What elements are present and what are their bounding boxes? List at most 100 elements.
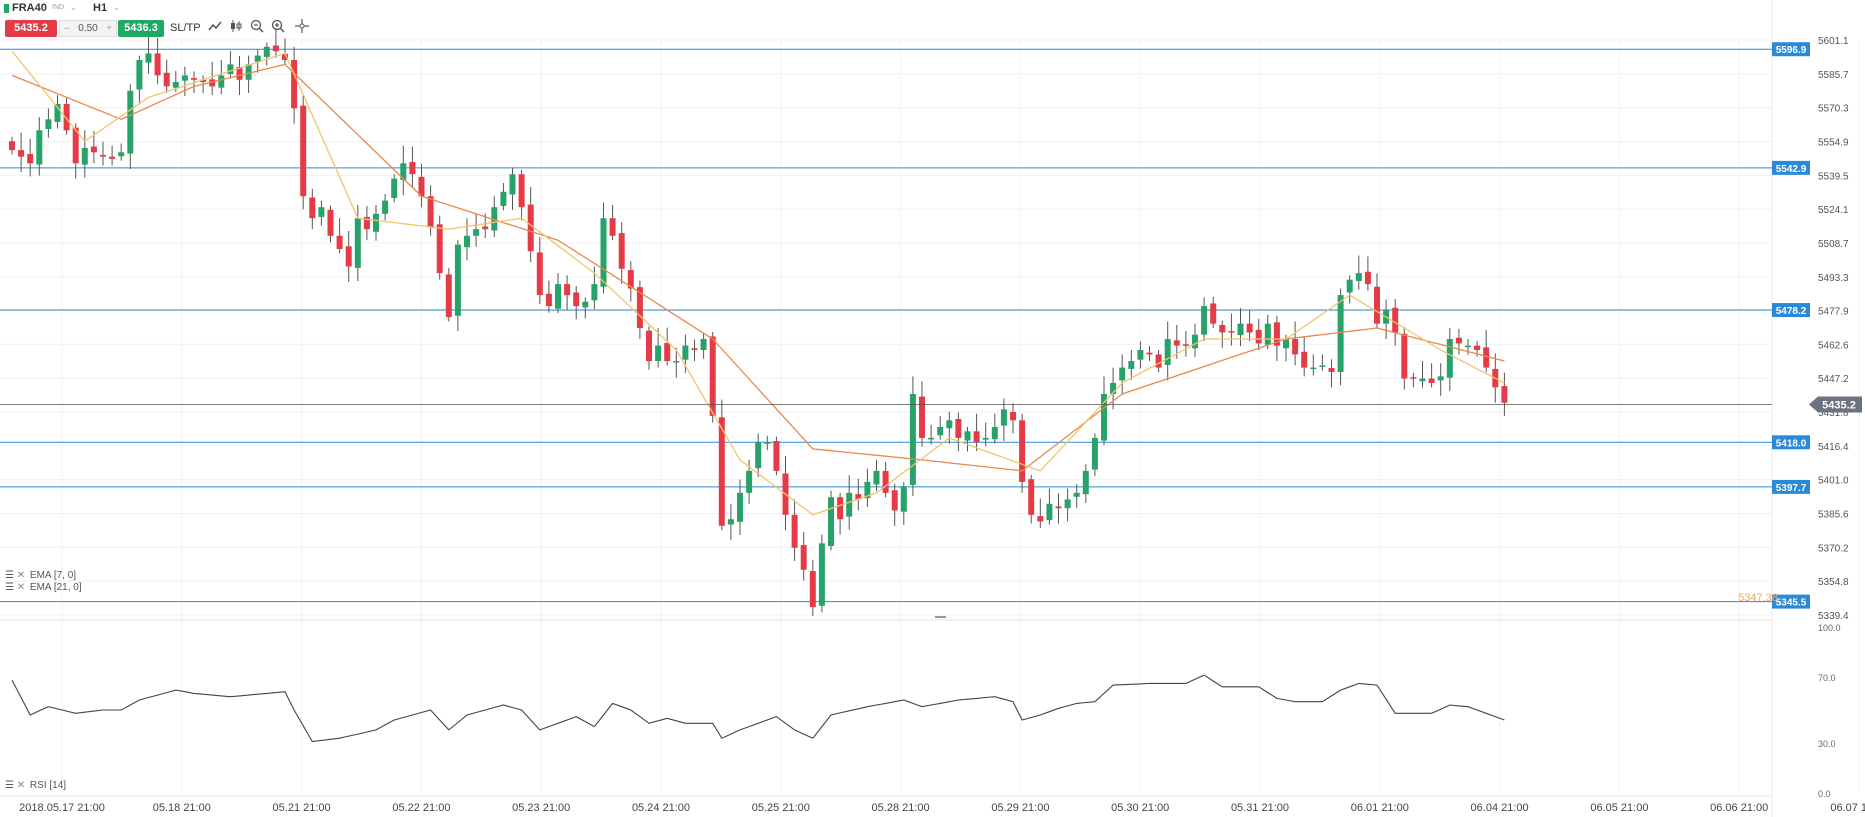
- bear-candle: [100, 154, 106, 157]
- menu-icon[interactable]: ☰: [5, 780, 14, 791]
- bear-candle: [1374, 286, 1380, 324]
- bull-candle: [391, 178, 398, 198]
- price-tick-label: 5416.4: [1818, 442, 1849, 453]
- chart-toolbar: FRA40 IND ⌄ H1 ⌄ 5435.2 – 0.50 + 5436.3 …: [0, 0, 400, 40]
- ema-fast-legend[interactable]: ☰ ✕ EMA [7, 0]: [5, 570, 76, 581]
- bull-candle: [991, 426, 998, 440]
- decrease-volume-button[interactable]: –: [64, 23, 70, 34]
- bull-candle: [1310, 367, 1317, 370]
- sl-tp-button[interactable]: SL/TP: [170, 22, 201, 34]
- bear-candle: [309, 197, 316, 219]
- price-tick-label: 5554.9: [1818, 138, 1849, 149]
- bear-candle: [72, 127, 79, 164]
- increase-volume-button[interactable]: +: [106, 23, 112, 34]
- price-tick-label: 5585.7: [1818, 70, 1849, 81]
- bull-candle: [473, 229, 480, 236]
- bear-candle: [691, 348, 698, 351]
- bull-candle: [1319, 365, 1326, 367]
- bear-candle: [163, 72, 170, 87]
- menu-icon[interactable]: ☰: [5, 582, 14, 593]
- bear-candle: [482, 226, 489, 230]
- bear-candle: [527, 204, 534, 252]
- bear-candle: [1155, 354, 1162, 368]
- price-tick-label: 5477.9: [1818, 307, 1849, 318]
- bear-candle: [27, 154, 34, 164]
- bull-candle: [1237, 323, 1244, 336]
- bull-candle: [846, 492, 853, 517]
- chevron-down-icon[interactable]: ⌄: [70, 3, 77, 12]
- price-tick-label: 5385.6: [1818, 509, 1849, 520]
- line-chart-icon[interactable]: [207, 19, 223, 37]
- bull-candle: [172, 81, 179, 88]
- close-icon[interactable]: ✕: [16, 582, 26, 593]
- price-tick-label: 5462.6: [1818, 340, 1849, 351]
- bull-candle: [45, 119, 52, 129]
- bull-candle: [1465, 345, 1471, 348]
- rsi-tick-label: 70.0: [1818, 673, 1836, 683]
- price-tick-label: 5339.4: [1818, 611, 1849, 622]
- bear-candle: [545, 293, 552, 307]
- volume-value[interactable]: 0.50: [78, 23, 98, 34]
- symbol-name[interactable]: FRA40: [12, 2, 47, 14]
- bear-candle: [1428, 378, 1435, 383]
- bear-candle: [200, 79, 207, 82]
- bull-candle: [1192, 334, 1198, 349]
- time-tick-label: 05.22 21:00: [392, 802, 450, 814]
- bear-candle: [609, 218, 616, 236]
- bull-candle: [491, 207, 498, 231]
- bull-candle: [1446, 339, 1453, 378]
- timeframe-selector[interactable]: H1: [93, 2, 108, 14]
- bear-candle: [327, 209, 334, 236]
- bear-candle: [646, 330, 652, 362]
- bull-candle: [454, 244, 461, 316]
- bear-candle: [209, 79, 216, 87]
- bear-candle: [1010, 411, 1016, 421]
- time-tick-label: 05.23 21:00: [512, 802, 570, 814]
- bull-candle: [655, 345, 662, 362]
- close-icon[interactable]: ✕: [16, 780, 26, 791]
- bull-candle: [464, 235, 470, 248]
- bull-candle: [1355, 273, 1362, 282]
- candlestick-icon[interactable]: [228, 19, 244, 37]
- bull-candle: [81, 147, 88, 165]
- bear-candle: [919, 396, 925, 438]
- bear-candle: [1255, 329, 1262, 344]
- bear-candle: [63, 103, 70, 131]
- bull-candle: [145, 53, 152, 63]
- zoom-in-icon[interactable]: [270, 19, 286, 37]
- chevron-down-icon[interactable]: ⌄: [113, 3, 120, 12]
- crosshair-icon[interactable]: [294, 19, 310, 37]
- volume-stepper[interactable]: – 0.50 +: [59, 20, 117, 37]
- bull-candle: [1164, 339, 1171, 365]
- menu-icon[interactable]: ☰: [5, 570, 14, 581]
- ema-slow-legend[interactable]: ☰ ✕ EMA [21, 0]: [5, 582, 82, 593]
- bull-candle: [36, 130, 43, 165]
- close-icon[interactable]: ✕: [16, 570, 26, 581]
- bear-candle: [1246, 323, 1253, 333]
- rsi-legend[interactable]: ☰ ✕ RSI [14]: [5, 780, 66, 791]
- bull-candle: [746, 470, 753, 493]
- bear-candle: [564, 284, 571, 296]
- sell-button[interactable]: 5435.2: [5, 20, 57, 37]
- bear-candle: [1292, 339, 1299, 355]
- bear-candle: [1392, 307, 1399, 333]
- bear-candle: [955, 419, 962, 438]
- bull-candle: [382, 200, 389, 214]
- buy-button[interactable]: 5436.3: [118, 20, 164, 37]
- level-label: 5345.5: [1776, 598, 1807, 609]
- rsi-line: [11, 674, 1505, 743]
- bull-candle: [1101, 393, 1107, 441]
- zoom-out-icon[interactable]: [249, 19, 265, 37]
- symbol-type: IND: [52, 4, 65, 11]
- bear-candle: [627, 270, 634, 289]
- bear-candle: [154, 53, 161, 76]
- bull-candle: [937, 426, 944, 436]
- rsi-tick-label: 100.0: [1818, 623, 1841, 633]
- price-tick-label: 5401.0: [1818, 476, 1849, 487]
- bear-candle: [191, 78, 197, 80]
- time-tick-label: 06.05 21:00: [1590, 802, 1648, 814]
- bear-candle: [709, 336, 716, 416]
- time-tick-label: 05.30 21:00: [1111, 802, 1169, 814]
- time-tick-label: 06.01 21:00: [1351, 802, 1409, 814]
